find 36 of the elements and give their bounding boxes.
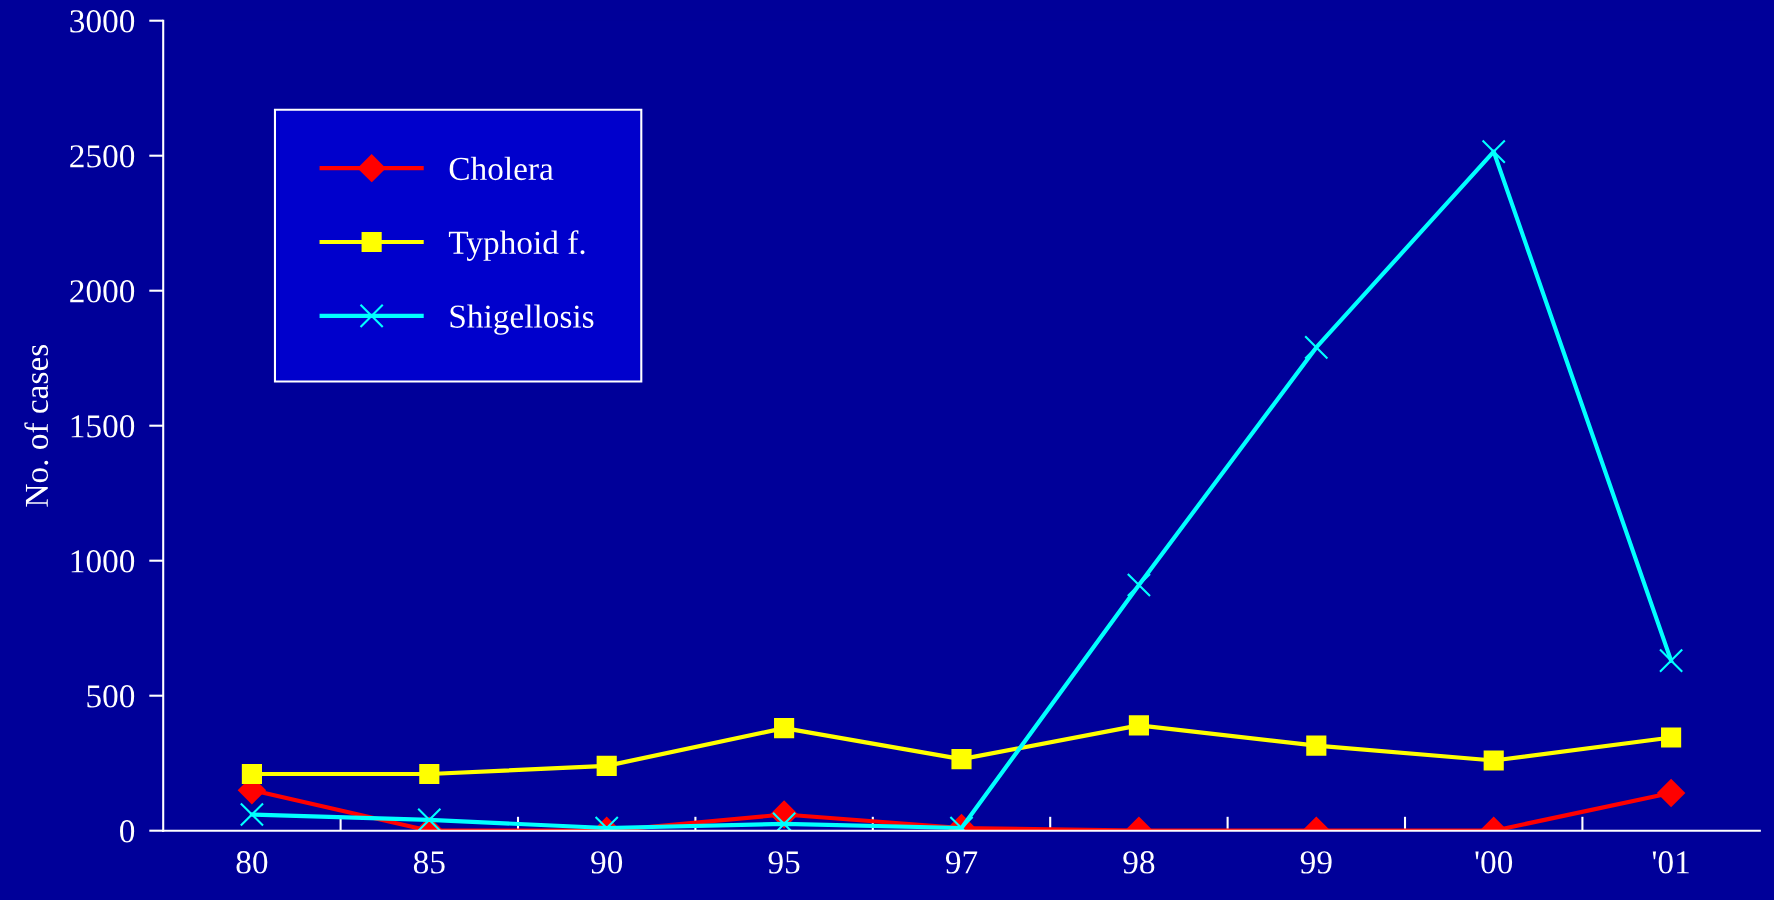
x-tick-label: '00	[1475, 851, 1513, 874]
x-tick-label: 98	[1123, 851, 1155, 874]
point	[241, 763, 262, 785]
y-tick-label: 3000	[70, 10, 135, 33]
point	[1657, 779, 1685, 807]
x-tick-label: 99	[1300, 851, 1332, 874]
legend-label: Typhoid f.	[448, 230, 585, 261]
point	[1128, 715, 1149, 736]
y-tick-label: 0	[120, 820, 135, 843]
point	[1658, 648, 1684, 673]
y-tick-label: 2000	[70, 280, 135, 303]
legend-label: Cholera	[449, 156, 554, 181]
point	[596, 755, 617, 776]
point	[1306, 735, 1327, 756]
legend-label: Shigellosis	[450, 304, 594, 335]
x-tick-label: 95	[768, 851, 800, 874]
x-tick-label: 97	[945, 851, 978, 874]
point	[774, 718, 795, 739]
point	[419, 763, 440, 785]
y-tick-label: 1000	[71, 550, 135, 573]
y-tick-label: 500	[87, 685, 135, 708]
point	[239, 802, 265, 827]
y-tick-label: 2500	[70, 145, 135, 168]
x-tick-label: 80	[236, 851, 268, 874]
point	[1661, 727, 1682, 748]
point	[1483, 750, 1504, 771]
x-tick-label: '01	[1652, 851, 1689, 874]
point	[1304, 335, 1329, 360]
point	[951, 749, 972, 770]
point	[1126, 572, 1152, 598]
x-tick-label: 85	[413, 851, 445, 874]
y-tick-label: 1500	[71, 415, 135, 438]
y-axis-title: No. of cases	[24, 344, 49, 507]
point	[417, 807, 442, 831]
x-tick-label: 90	[591, 851, 623, 874]
point	[1481, 139, 1506, 164]
